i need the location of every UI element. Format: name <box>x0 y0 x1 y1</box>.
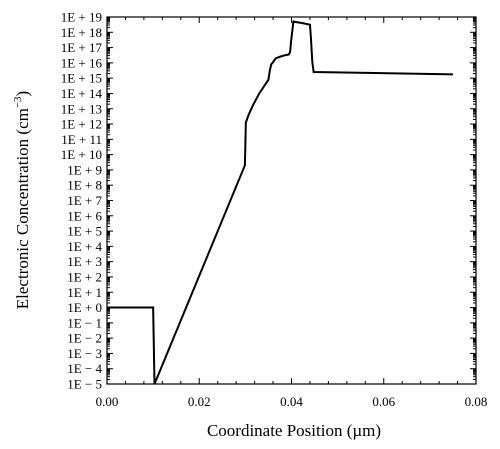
x-tick-label: 0.00 <box>96 394 119 409</box>
y-tick-label: 1E + 15 <box>61 71 102 86</box>
y-tick-label: 1E + 12 <box>61 117 102 132</box>
y-tick-label: 1E + 18 <box>61 25 102 40</box>
axis-ticks <box>106 16 477 385</box>
y-tick-label: 1E + 1 <box>67 285 102 300</box>
y-tick-label: 1E + 8 <box>67 178 102 193</box>
y-tick-label: 1E + 2 <box>67 269 102 284</box>
y-tick-label: 1E − 2 <box>67 331 102 346</box>
y-tick-label: 1E + 19 <box>61 10 102 25</box>
y-tick-label: 1E + 16 <box>61 55 103 70</box>
x-axis-title: Coordinate Position (µm) <box>207 421 381 440</box>
y-tick-label: 1E + 6 <box>67 208 102 223</box>
y-tick-label: 1E + 11 <box>61 132 102 147</box>
y-axis-title: Electronic Concentration (cm−3) <box>12 91 32 309</box>
y-tick-label: 1E + 13 <box>61 101 102 116</box>
y-tick-label: 1E − 5 <box>67 377 102 392</box>
y-tick-label: 1E + 5 <box>67 224 102 239</box>
y-tick-label: 1E + 10 <box>61 147 102 162</box>
x-tick-label: 0.02 <box>188 394 211 409</box>
x-tick-label: 0.08 <box>465 394 488 409</box>
y-tick-label: 1E + 9 <box>67 162 102 177</box>
y-tick-label: 1E + 17 <box>61 40 103 55</box>
y-tick-label: 1E + 14 <box>61 86 103 101</box>
plot-frame <box>106 16 477 385</box>
y-tick-label: 1E + 3 <box>67 254 102 269</box>
x-tick-label: 0.04 <box>280 394 303 409</box>
y-tick-label: 1E − 3 <box>67 346 102 361</box>
y-tick-label: 1E − 1 <box>67 315 102 330</box>
concentration-series-line <box>107 20 453 385</box>
y-tick-label: 1E + 4 <box>67 239 102 254</box>
x-tick-label: 0.06 <box>372 394 395 409</box>
y-axis-title-closing: ) <box>13 91 32 97</box>
y-axis-title-unit-exponent: −3 <box>12 96 24 108</box>
y-tick-label: 1E + 0 <box>67 300 102 315</box>
y-axis-title-text: Electronic Concentration (cm <box>13 108 32 309</box>
y-tick-label: 1E − 4 <box>67 361 102 376</box>
y-tick-label: 1E + 7 <box>67 193 102 208</box>
